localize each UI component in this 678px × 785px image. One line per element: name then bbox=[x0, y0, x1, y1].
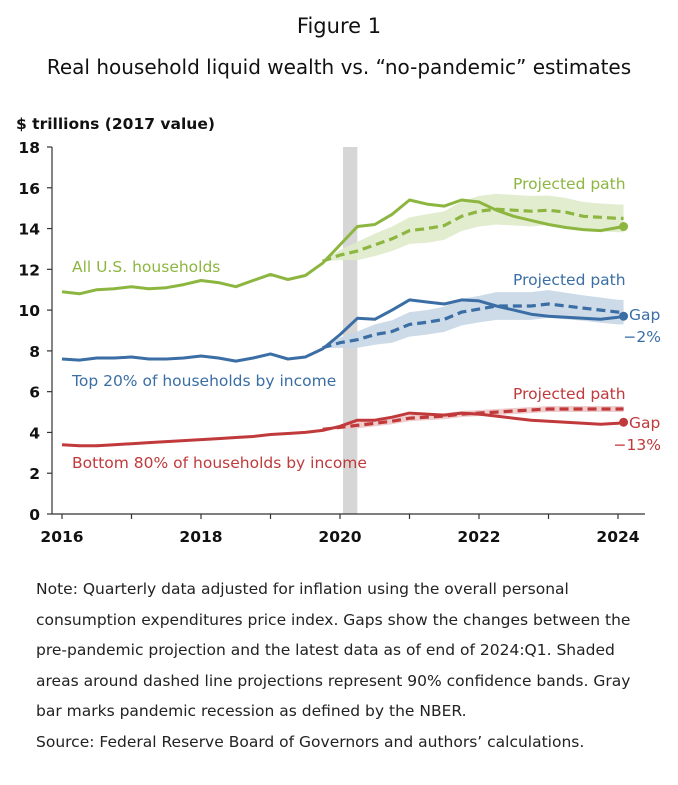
series-label: All U.S. households bbox=[72, 258, 220, 276]
y-tick-label: 6 bbox=[29, 384, 40, 402]
confidence-band bbox=[322, 405, 624, 430]
y-tick-label: 14 bbox=[18, 221, 40, 239]
axes: 0 2 4 6 8 10 12 14 16 18 2016 2018 2020 2022 2024 $ tri… bbox=[16, 115, 645, 546]
projection-line bbox=[322, 302, 624, 350]
y-tick-label: 18 bbox=[18, 139, 40, 157]
series-line bbox=[61, 411, 624, 448]
chart-title: Real household liquid wealth vs. “no-pan… bbox=[46, 55, 632, 79]
endpoint-marker bbox=[619, 417, 629, 427]
y-tick-label: 8 bbox=[29, 343, 40, 361]
note-text: Note: Quarterly data adjusted for inflat… bbox=[36, 580, 631, 720]
chart-notes: Note: Quarterly data adjusted for inflat… bbox=[36, 574, 656, 757]
x-tick-label: 2024 bbox=[596, 528, 639, 546]
y-tick-label: 4 bbox=[29, 424, 40, 442]
y-tick-label: 16 bbox=[18, 180, 40, 198]
source-text: Source: Federal Reserve Board of Governo… bbox=[36, 732, 585, 751]
chart: 0 2 4 6 8 10 12 14 16 18 2016 2018 2020 2022 2024 $ tri… bbox=[16, 115, 661, 546]
projected-path-label: Projected path bbox=[513, 175, 626, 193]
projected-path-label: Projected path bbox=[513, 385, 626, 403]
x-tick-label: 2016 bbox=[40, 528, 83, 546]
x-tick-label: 2018 bbox=[179, 528, 222, 546]
gap-value: −2% bbox=[623, 328, 661, 346]
y-axis-label: $ trillions (2017 value) bbox=[16, 115, 215, 133]
y-tick-label: 2 bbox=[29, 465, 40, 483]
projection-line bbox=[322, 207, 624, 263]
gap-label: Gap bbox=[629, 414, 660, 432]
x-tick-label: 2022 bbox=[457, 528, 500, 546]
projected-path-label: Projected path bbox=[513, 271, 626, 289]
endpoint-marker bbox=[619, 222, 629, 232]
gap-value: −13% bbox=[614, 436, 661, 454]
figure-label: Figure 1 bbox=[296, 14, 382, 38]
series-label: Top 20% of households by income bbox=[71, 372, 336, 390]
y-tick-label: 12 bbox=[18, 261, 40, 279]
confidence-band bbox=[322, 193, 624, 262]
series-line bbox=[61, 298, 624, 363]
x-tick-label: 2020 bbox=[318, 528, 361, 546]
series-line bbox=[61, 198, 624, 296]
chart-labels: All U.S. households Projected path Top 20%… bbox=[71, 175, 661, 472]
endpoint-marker bbox=[619, 311, 629, 321]
y-tick-label: 0 bbox=[29, 506, 40, 524]
y-tick-label: 10 bbox=[18, 302, 40, 320]
series-lines bbox=[61, 198, 629, 448]
series-label: Bottom 80% of households by income bbox=[72, 454, 367, 472]
gap-label: Gap bbox=[629, 306, 660, 324]
